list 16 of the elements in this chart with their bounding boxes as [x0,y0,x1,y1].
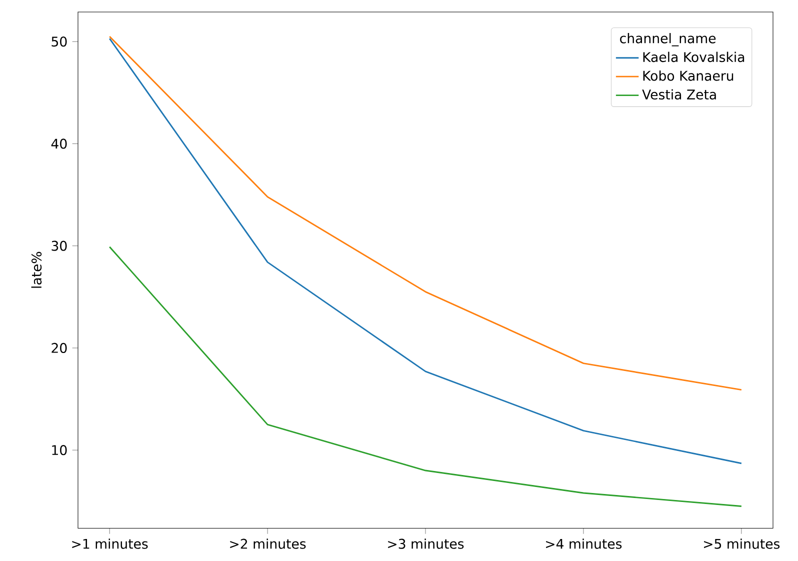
line-series [108,246,742,507]
legend-label: Kaela Kovalskia [643,52,744,62]
y-tick-label: 30 [52,240,67,251]
x-tick-label: >1 minutes [72,538,148,549]
y-tick-label: 10 [52,444,67,456]
y-tick-label: 50 [52,36,67,47]
x-tick-label: >4 minutes [546,538,622,549]
y-tick-label: 40 [51,138,67,149]
legend-label: Vestia Zeta [642,89,716,100]
x-tick-label: >2 minutes [230,538,306,549]
x-tick-label: >3 minutes [388,538,464,549]
legend-title: channel_name [620,32,716,46]
y-axis-title: late% [31,252,42,288]
x-tick-label: >5 minutes [704,538,780,549]
y-tick-label: 20 [52,342,67,353]
legend-label: Kobo Kanaeru [643,70,734,81]
